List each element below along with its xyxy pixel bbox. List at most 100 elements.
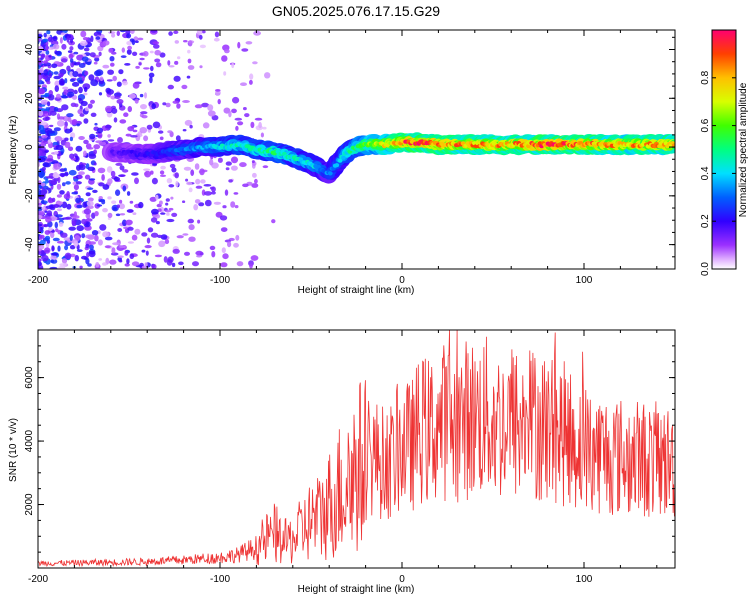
noise-cell	[39, 239, 46, 246]
noise-cell	[64, 245, 69, 251]
noise-cell	[143, 168, 151, 171]
noise-cell	[40, 53, 46, 58]
noise-cell	[149, 196, 157, 202]
noise-cell	[38, 200, 41, 204]
noise-cell	[93, 162, 97, 166]
noise-cell	[52, 173, 60, 179]
noise-cell	[78, 164, 86, 171]
noise-cell	[99, 76, 104, 82]
noise-cell	[117, 228, 123, 232]
noise-cell	[44, 230, 51, 235]
noise-cell	[55, 228, 59, 233]
noise-cell	[166, 259, 173, 266]
noise-cell	[127, 45, 132, 51]
noise-cell	[135, 65, 140, 69]
noise-cell	[155, 194, 159, 201]
noise-cell	[38, 260, 42, 267]
noise-cell	[150, 30, 158, 33]
noise-cell	[160, 234, 168, 240]
noise-cell	[53, 127, 61, 132]
noise-cell	[55, 144, 64, 151]
noise-cell	[85, 243, 90, 249]
noise-cell	[129, 200, 134, 204]
noise-cell	[102, 231, 109, 238]
noise-cell	[117, 255, 124, 258]
noise-cell	[39, 121, 48, 126]
noise-cell	[262, 126, 267, 130]
noise-cell	[46, 30, 51, 35]
noise-cell	[112, 75, 117, 82]
y-tick-label: -40	[24, 237, 35, 252]
noise-cell	[235, 234, 240, 241]
noise-cell	[107, 196, 112, 200]
noise-cell	[211, 251, 216, 258]
noise-cell	[76, 225, 84, 232]
noise-cell	[83, 208, 92, 215]
noise-cell	[43, 32, 47, 38]
noise-cell	[94, 211, 99, 217]
noise-cell	[183, 166, 192, 171]
noise-cell	[165, 202, 169, 206]
noise-cell	[107, 212, 113, 218]
noise-cell	[77, 108, 83, 115]
noise-cell	[207, 104, 214, 111]
noise-cell	[86, 147, 94, 150]
noise-cell	[183, 40, 188, 43]
noise-cell	[88, 250, 96, 258]
noise-cell	[82, 37, 89, 41]
noise-cell	[52, 237, 60, 242]
noise-cell	[50, 180, 58, 186]
snr-plot-area	[38, 330, 675, 568]
noise-cell	[40, 226, 44, 230]
noise-cell	[125, 219, 133, 226]
noise-cell	[85, 258, 90, 265]
noise-cell	[194, 163, 200, 170]
noise-cell	[217, 98, 221, 105]
noise-cell	[187, 65, 195, 70]
noise-cell	[81, 56, 89, 62]
noise-cell	[93, 144, 101, 150]
noise-cell	[38, 244, 45, 250]
noise-cell	[106, 166, 113, 173]
noise-cell	[48, 72, 52, 79]
noise-cell	[127, 241, 134, 244]
noise-cell	[96, 204, 103, 207]
noise-cell	[115, 162, 123, 166]
noise-cell	[249, 263, 253, 269]
noise-cell	[63, 167, 67, 172]
noise-cell	[62, 86, 69, 90]
noise-cell	[131, 172, 139, 176]
noise-cell	[79, 113, 85, 117]
noise-cell	[98, 92, 103, 96]
noise-cell	[119, 165, 125, 171]
spectrogram-frame	[37, 29, 676, 270]
spectrogram-xlabel: Height of straight line (km)	[298, 285, 415, 296]
noise-cell	[171, 167, 177, 173]
noise-cell	[38, 60, 42, 66]
noise-cell	[214, 31, 220, 38]
noise-cell	[225, 161, 232, 166]
noise-cell	[140, 111, 148, 115]
noise-cell	[76, 123, 80, 127]
noise-cell	[94, 122, 98, 126]
noise-cell	[85, 218, 93, 222]
noise-cell	[245, 41, 253, 45]
noise-cell	[175, 180, 179, 187]
noise-cell	[231, 108, 237, 114]
noise-cell	[86, 200, 94, 207]
noise-cell	[235, 125, 239, 131]
noise-cell	[132, 212, 137, 216]
noise-cell	[113, 117, 118, 123]
noise-cell	[230, 156, 239, 164]
noise-cell	[187, 49, 191, 54]
noise-cell	[141, 265, 147, 269]
noise-cell	[118, 203, 125, 210]
noise-cell	[237, 41, 241, 49]
noise-cell	[116, 30, 121, 37]
noise-cell	[204, 191, 212, 196]
snr-xlabel: Height of straight line (km)	[298, 584, 415, 595]
noise-cell	[154, 49, 161, 56]
noise-cell	[52, 35, 58, 42]
noise-cell	[209, 245, 216, 251]
noise-cell	[48, 94, 55, 101]
